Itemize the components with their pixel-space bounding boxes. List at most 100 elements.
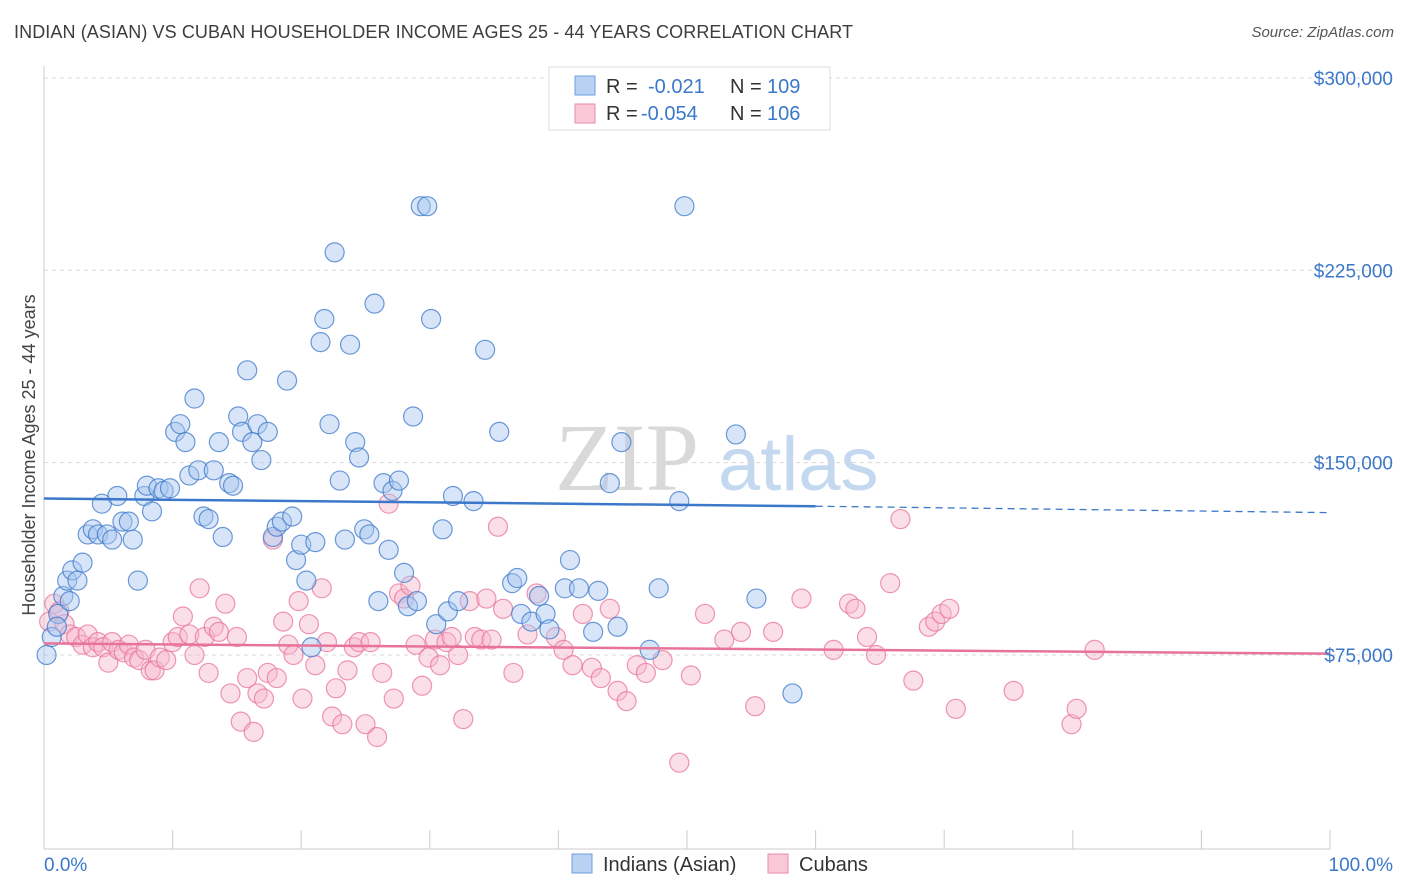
cubans-point bbox=[763, 621, 784, 642]
cubans-point bbox=[129, 649, 150, 671]
legend-r-label-2: R = bbox=[606, 103, 638, 125]
indians-point bbox=[339, 334, 361, 355]
cubans-point bbox=[243, 721, 264, 743]
indians-point bbox=[559, 549, 581, 571]
indians-point bbox=[203, 460, 224, 481]
indians-point bbox=[393, 562, 415, 584]
legend-n-label-1: N = bbox=[730, 76, 762, 98]
cubans-point bbox=[503, 662, 524, 684]
cubans-point bbox=[189, 578, 210, 599]
cubans-point bbox=[526, 583, 547, 604]
indians-point bbox=[184, 388, 205, 409]
y-tick-label: $150,000 bbox=[1314, 454, 1393, 475]
y-tick-label: $75,000 bbox=[1324, 646, 1393, 667]
indians-point bbox=[447, 591, 469, 612]
cubans-point bbox=[453, 708, 474, 730]
cubans-point bbox=[1066, 698, 1087, 719]
indians-point bbox=[669, 491, 690, 512]
cubans-point bbox=[429, 655, 451, 676]
bottom-legend: Indians (Asian) Cubans bbox=[571, 853, 868, 876]
indians-point bbox=[247, 414, 268, 435]
indians-point bbox=[607, 616, 628, 637]
indians-point bbox=[474, 339, 496, 360]
chart-title: INDIAN (ASIAN) VS CUBAN HOUSEHOLDER INCO… bbox=[14, 22, 854, 42]
cubans-point bbox=[123, 647, 145, 668]
indians-point bbox=[112, 511, 133, 532]
indians-point bbox=[107, 485, 128, 507]
indians-point bbox=[222, 475, 244, 496]
cubans-point bbox=[273, 611, 294, 632]
cubans-point bbox=[372, 662, 393, 684]
indians-point bbox=[588, 580, 609, 601]
cubans-point bbox=[208, 621, 229, 642]
indians-point bbox=[301, 637, 322, 658]
indians-point bbox=[122, 529, 143, 550]
indians-point bbox=[305, 532, 326, 553]
cubans-point bbox=[184, 644, 205, 666]
cubans-point bbox=[590, 667, 611, 689]
indians-point bbox=[46, 616, 67, 637]
cubans-point bbox=[680, 665, 701, 686]
indians-trend-extension bbox=[815, 505, 1331, 514]
indians-point bbox=[310, 332, 331, 353]
indians-point bbox=[382, 480, 403, 501]
indians-point bbox=[359, 524, 380, 545]
cubans-point bbox=[220, 683, 241, 704]
legend-r-value-1: -0.021 bbox=[648, 76, 705, 98]
indians-point bbox=[228, 406, 249, 427]
cubans-point bbox=[156, 649, 177, 671]
legend-r-label-1: R = bbox=[606, 76, 638, 98]
cubans-point bbox=[745, 696, 766, 717]
indians-point bbox=[345, 432, 366, 453]
indians-point bbox=[102, 529, 123, 550]
cubans-point bbox=[355, 714, 376, 735]
indians-point bbox=[148, 478, 169, 499]
indians-point bbox=[583, 621, 604, 642]
cubans-point bbox=[471, 629, 492, 650]
cubans-point bbox=[378, 493, 399, 514]
indians-point bbox=[72, 552, 93, 573]
bottom-legend-cubans: Cubans bbox=[799, 854, 868, 876]
indians-point bbox=[198, 508, 219, 530]
indians-point bbox=[437, 601, 458, 622]
indians-point bbox=[141, 501, 163, 522]
indians-point bbox=[539, 619, 560, 640]
cubans-point bbox=[1061, 714, 1082, 735]
cubans-point bbox=[237, 667, 258, 689]
indians-point bbox=[285, 549, 307, 571]
axes bbox=[43, 66, 1331, 850]
cubans-point bbox=[714, 629, 735, 650]
indians-point bbox=[568, 578, 590, 599]
indians-point bbox=[420, 308, 442, 330]
indians-point bbox=[406, 591, 428, 612]
cubans-point bbox=[360, 632, 381, 653]
indians-point bbox=[319, 414, 340, 435]
indians-point bbox=[511, 603, 532, 625]
indians-point bbox=[432, 519, 453, 540]
indians-point bbox=[535, 603, 556, 625]
indians-point bbox=[296, 570, 317, 591]
indians-point bbox=[170, 414, 191, 435]
indians-point bbox=[746, 588, 767, 609]
indians-point bbox=[334, 529, 356, 550]
indians-point bbox=[36, 644, 57, 666]
cubans-point bbox=[890, 508, 911, 530]
indians-point bbox=[324, 242, 345, 263]
legend-r-value-2: -0.054 bbox=[641, 103, 698, 125]
indians-point bbox=[314, 308, 335, 330]
cubans-point bbox=[791, 588, 812, 609]
indians-point bbox=[67, 570, 88, 591]
cubans-point bbox=[198, 662, 219, 684]
cubans-point bbox=[400, 575, 421, 596]
indians-point bbox=[257, 421, 278, 442]
cubans-point bbox=[730, 621, 752, 642]
indians-point bbox=[219, 473, 240, 494]
cubans-point bbox=[845, 598, 866, 619]
cubans-point bbox=[945, 698, 966, 719]
indians-point bbox=[251, 449, 272, 471]
indians-point bbox=[188, 460, 209, 481]
indians-point bbox=[426, 614, 447, 635]
cubans-point bbox=[226, 626, 247, 648]
cubans-point bbox=[441, 626, 462, 648]
